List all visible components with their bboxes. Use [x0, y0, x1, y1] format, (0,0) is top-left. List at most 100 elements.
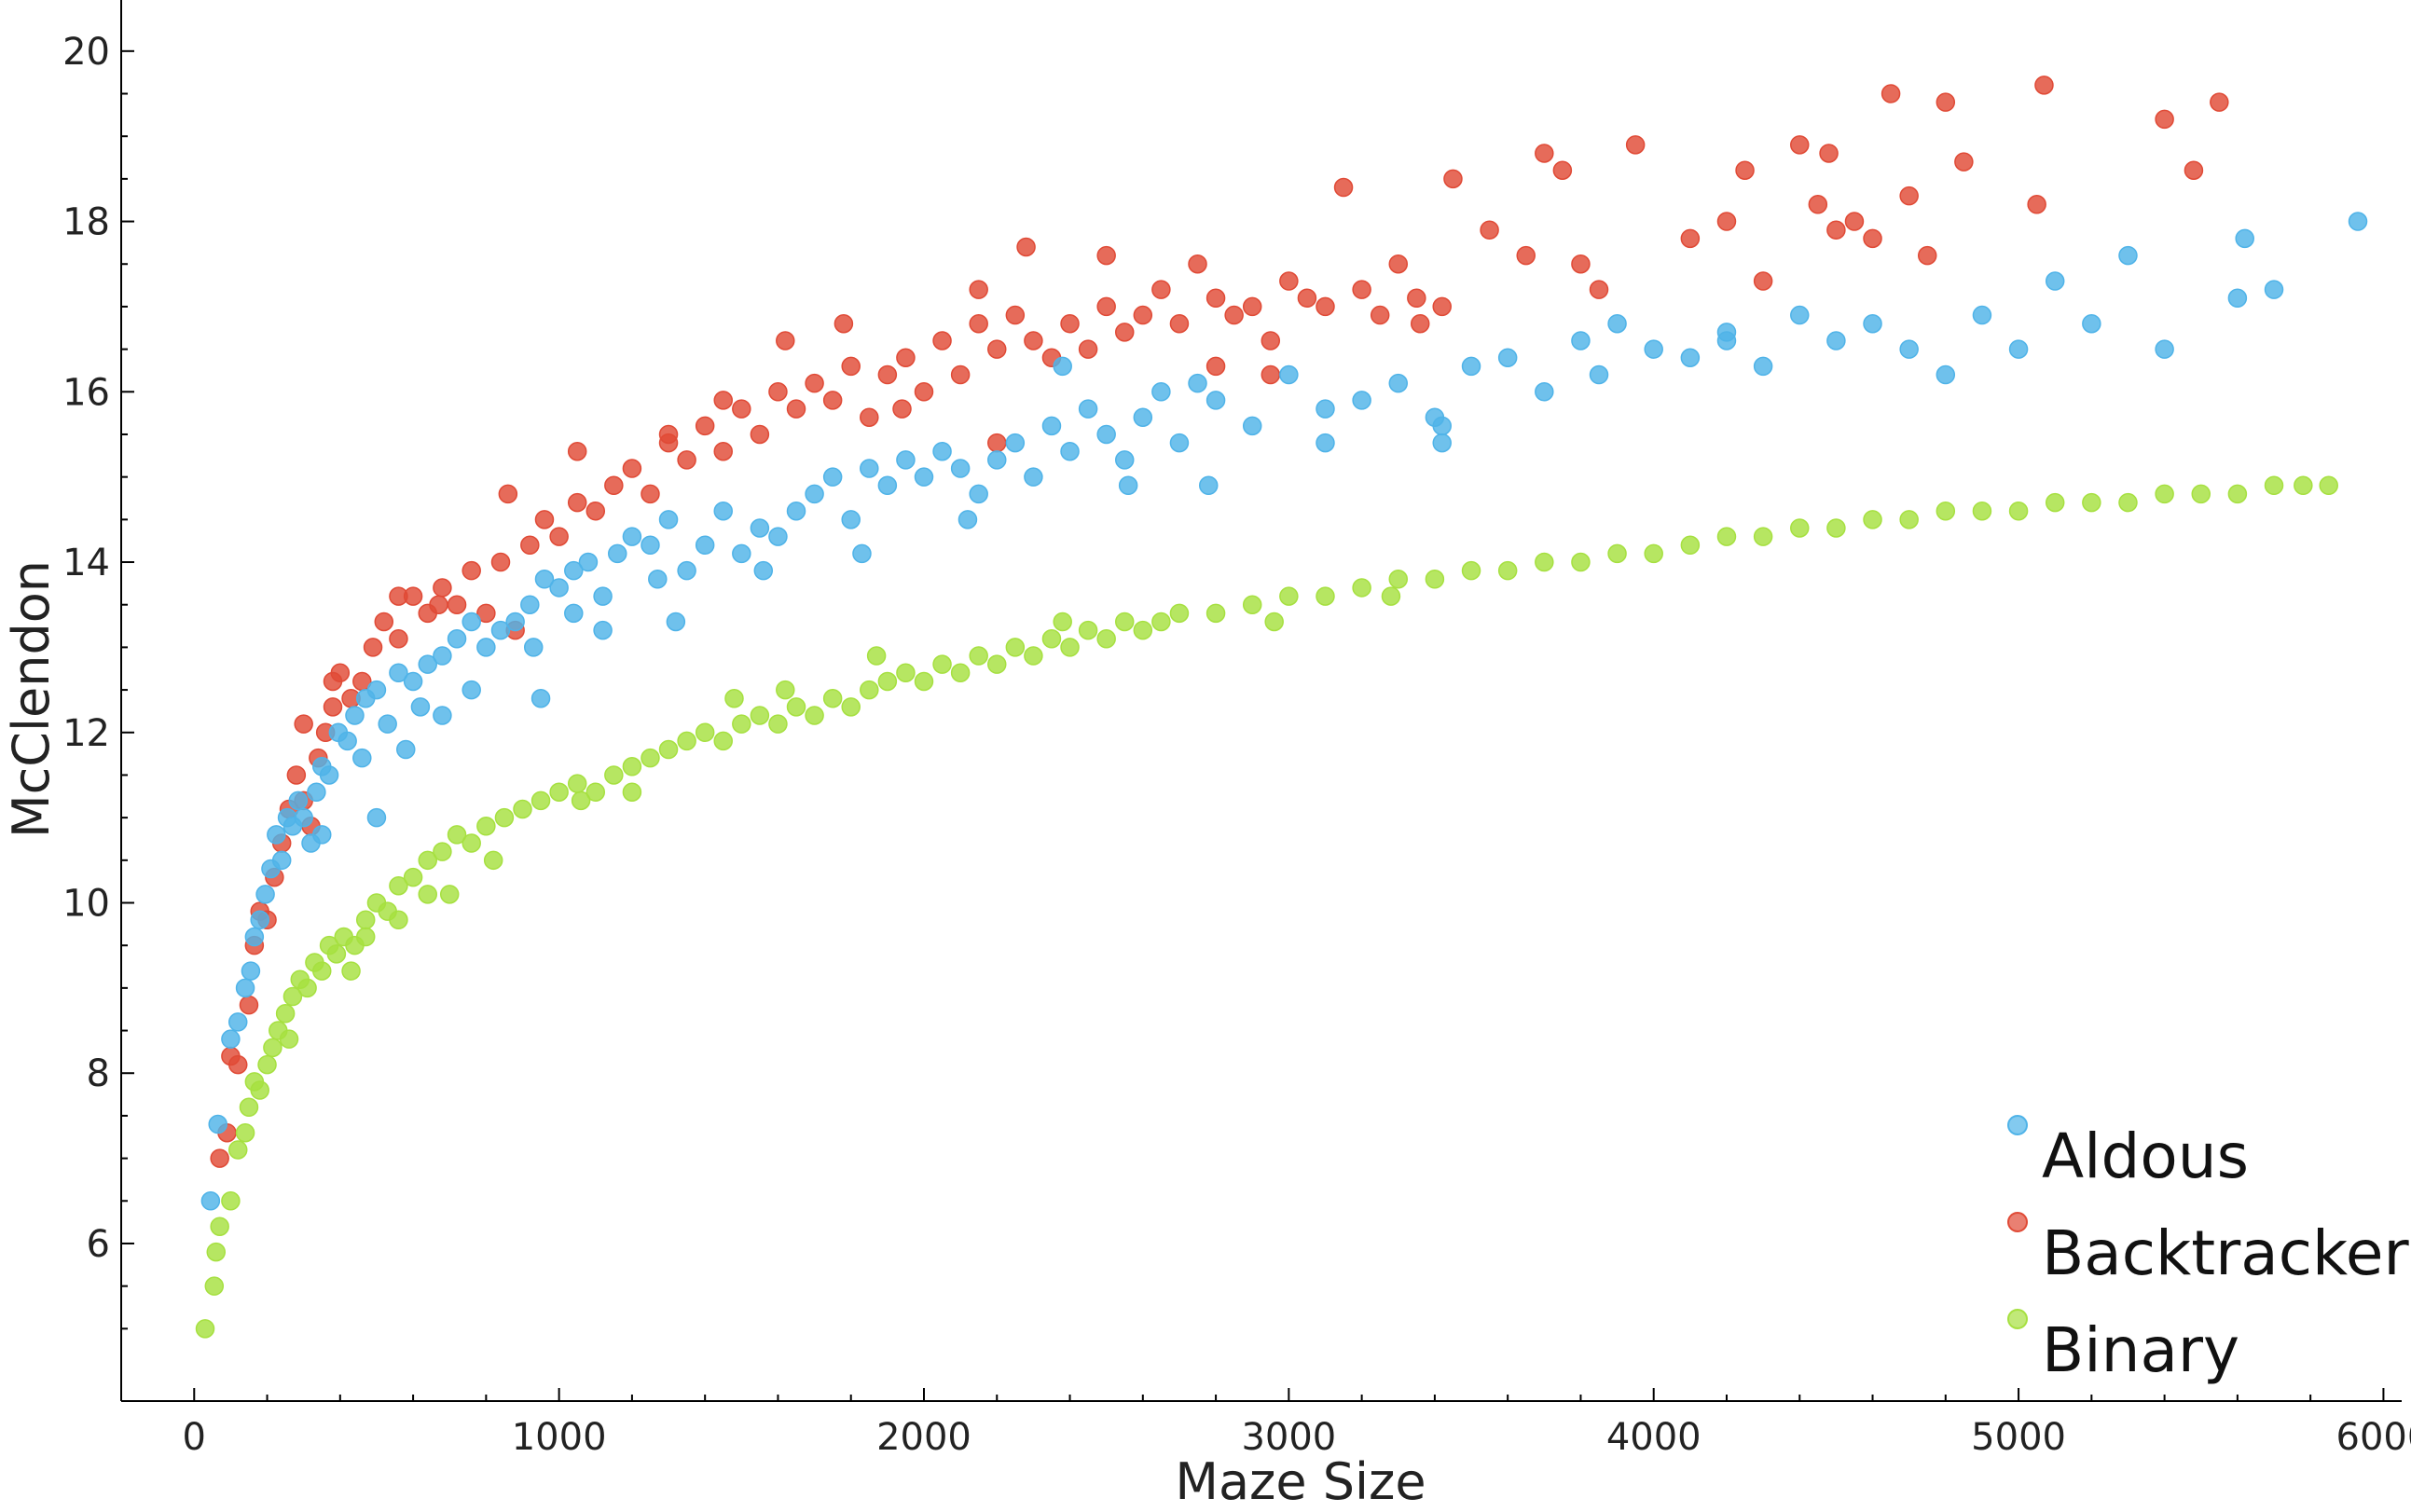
data-point [834, 313, 854, 334]
data-point [586, 782, 606, 802]
data-point [1844, 212, 1865, 231]
data-point [1680, 348, 1701, 367]
data-point [490, 620, 511, 640]
data-point [208, 1114, 227, 1134]
data-point [987, 433, 1007, 453]
data-point [914, 467, 934, 487]
data-point [1041, 416, 1062, 436]
data-point [1169, 433, 1190, 453]
data-point [235, 1122, 255, 1143]
data-point [593, 620, 613, 640]
data-point [860, 407, 879, 427]
data-point [1680, 228, 1701, 249]
data-point [1936, 364, 1956, 385]
data-point [666, 612, 686, 632]
data-point [2082, 492, 2101, 513]
data-point [378, 714, 397, 734]
data-point [1279, 364, 1299, 385]
data-point [204, 1276, 225, 1296]
data-point [586, 501, 606, 521]
data-point [282, 986, 303, 1007]
data-point [950, 663, 971, 683]
data-point [210, 1148, 229, 1168]
data-point [2118, 245, 2138, 266]
data-point [366, 807, 387, 828]
y-tick-label: 16 [62, 371, 110, 414]
data-point [732, 714, 751, 734]
data-point [462, 833, 481, 853]
data-point [564, 603, 584, 624]
data-point [1024, 331, 1043, 351]
data-point [1118, 475, 1138, 496]
x-tick-label: 1000 [512, 1416, 607, 1459]
y-tick-label: 8 [87, 1052, 110, 1095]
data-point [2008, 339, 2029, 359]
data-point [622, 527, 642, 546]
data-point [1024, 467, 1043, 487]
data-point [210, 1216, 229, 1236]
data-point [2210, 92, 2229, 112]
data-point [677, 560, 696, 581]
data-point [2155, 109, 2174, 130]
data-point [1206, 603, 1226, 624]
data-point [1060, 441, 1080, 461]
data-point [476, 817, 496, 836]
series-binary [195, 475, 2338, 1339]
data-point [1443, 169, 1463, 189]
data-point [1041, 629, 1062, 649]
data-point [1352, 578, 1371, 598]
data-point [534, 510, 555, 529]
data-point [2155, 339, 2174, 359]
data-point [896, 348, 916, 367]
data-point [753, 560, 774, 581]
data-point [341, 961, 361, 981]
data-point [549, 578, 569, 598]
data-point [2082, 313, 2101, 334]
y-tick-label: 12 [62, 712, 110, 755]
data-point [257, 1054, 277, 1075]
data-point [1114, 323, 1135, 342]
data-point [323, 671, 343, 692]
data-point [389, 875, 408, 896]
data-point [1589, 364, 1609, 385]
data-point [1333, 177, 1354, 198]
data-point [877, 671, 898, 692]
data-point [1242, 296, 1262, 317]
data-point [297, 978, 317, 998]
data-point [805, 484, 824, 504]
data-point [914, 382, 934, 402]
data-point [1096, 296, 1116, 317]
data-point [1826, 220, 1846, 240]
data-point [255, 885, 275, 904]
data-point [1016, 237, 1036, 257]
data-point [713, 391, 733, 410]
data-point [1863, 510, 1882, 529]
x-tick-label: 6000 [2336, 1416, 2411, 1459]
data-point [396, 739, 416, 760]
data-point [530, 688, 551, 708]
data-point [2227, 484, 2248, 504]
data-point [677, 731, 696, 751]
data-point [1005, 638, 1026, 657]
data-point [641, 484, 660, 504]
data-point [447, 595, 467, 614]
axes: 0 1000 2000 3000 4000 5000 6000 6 8 10 12 14 16 18 20 [62, 0, 2411, 1459]
data-point [776, 680, 795, 700]
data-point [1607, 313, 1627, 334]
data-point [1078, 399, 1098, 419]
data-point [498, 484, 518, 504]
data-point [932, 441, 952, 461]
data-point [1552, 160, 1573, 180]
data-point [1133, 620, 1153, 640]
data-point [319, 765, 339, 785]
data-point [1936, 501, 1956, 521]
data-point [1297, 288, 1317, 309]
data-point [1936, 92, 1956, 112]
data-point [275, 1004, 296, 1024]
data-point [2319, 475, 2338, 496]
data-point [841, 356, 861, 377]
data-point [549, 782, 569, 802]
data-point [932, 331, 952, 351]
data-point [523, 638, 544, 657]
